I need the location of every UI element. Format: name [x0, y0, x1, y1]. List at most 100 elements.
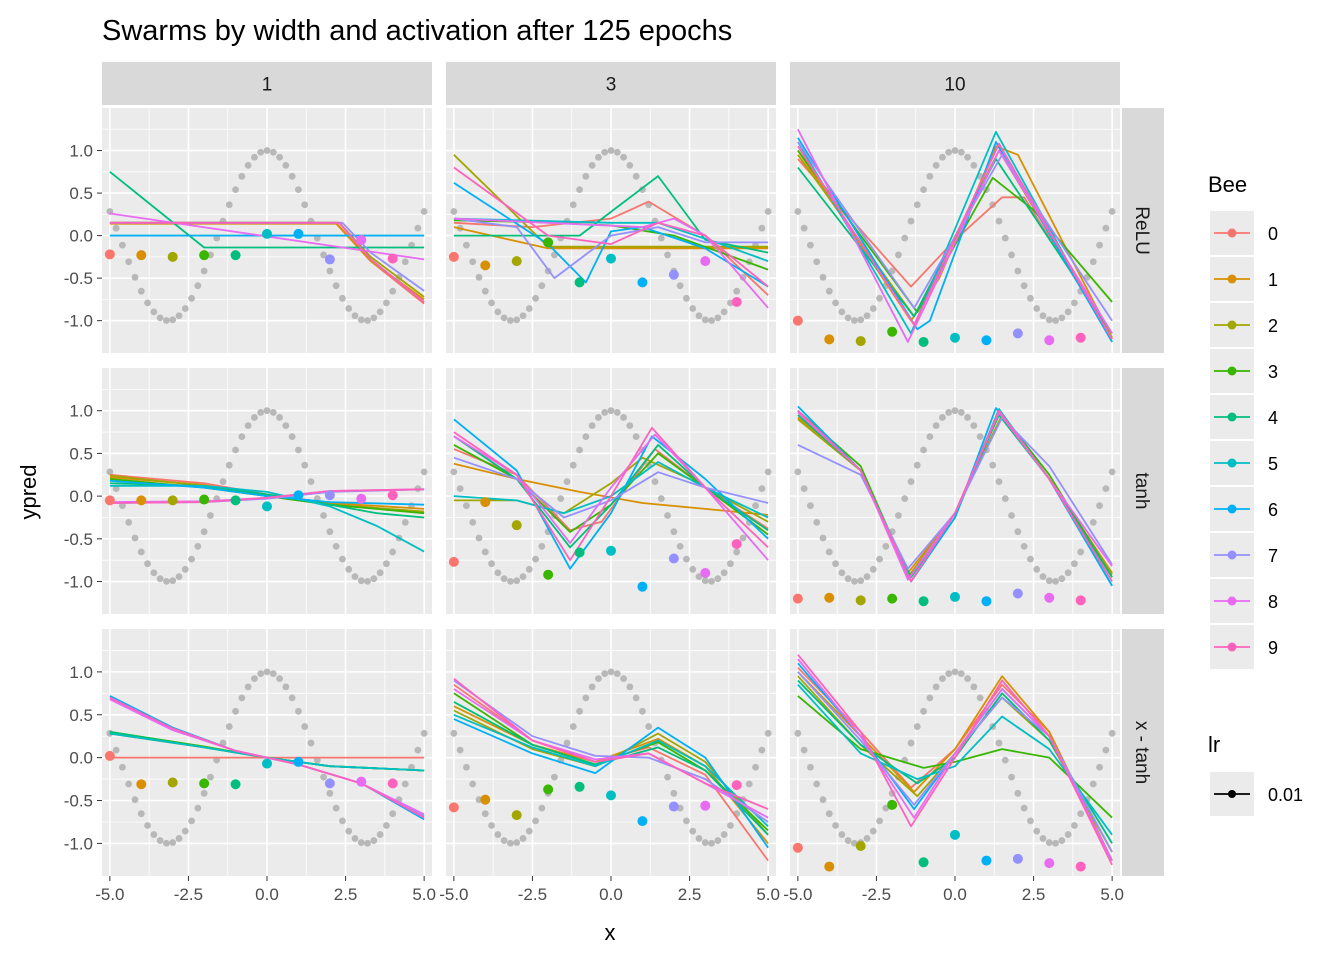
- reference-point: [1014, 789, 1022, 797]
- reference-point: [1020, 542, 1028, 550]
- reference-point: [807, 502, 814, 510]
- bee-point-5: [262, 501, 272, 512]
- reference-point: [588, 422, 596, 430]
- bee-point-8: [1044, 335, 1055, 346]
- reference-point: [513, 839, 521, 846]
- reference-point: [320, 512, 327, 519]
- reference-point: [563, 739, 571, 747]
- reference-point: [895, 251, 902, 259]
- legend-key-point: [1227, 550, 1237, 560]
- reference-point: [320, 251, 327, 259]
- reference-point: [119, 502, 126, 510]
- reference-point: [857, 316, 865, 324]
- bee-point-0: [792, 842, 803, 853]
- reference-point: [144, 299, 151, 307]
- y-tick-label: -1.0: [64, 834, 93, 853]
- legend-label-bee: 3: [1268, 362, 1278, 382]
- bee-point-5: [606, 545, 616, 556]
- panel: [790, 629, 1120, 876]
- reference-point: [945, 409, 953, 416]
- legend-title-bee: Bee: [1208, 172, 1247, 197]
- y-axis-label: ypred: [16, 464, 41, 519]
- panel: [102, 629, 432, 876]
- x-tick-label: -5.0: [439, 885, 468, 904]
- reference-point: [1064, 308, 1072, 316]
- reference-point: [1071, 822, 1078, 829]
- legend-key-point: [1227, 366, 1237, 376]
- reference-point: [1001, 234, 1009, 242]
- bee-curve-9: [109, 696, 425, 819]
- x-tick-label: -2.5: [862, 885, 891, 904]
- reference-point: [345, 827, 353, 835]
- bee-point-8: [700, 800, 711, 811]
- y-tick-label: 0.5: [69, 706, 93, 725]
- reference-point: [351, 835, 359, 842]
- reference-point: [794, 208, 802, 215]
- facet-strip-col-label: 10: [944, 75, 965, 96]
- reference-point: [1039, 573, 1047, 581]
- panel: [446, 629, 776, 876]
- x-tick-label: 0.0: [255, 885, 279, 904]
- bee-point-3: [543, 784, 554, 795]
- reference-point: [194, 542, 202, 550]
- reference-point: [420, 208, 428, 215]
- bee-curve-9: [797, 654, 1113, 866]
- reference-point: [807, 763, 814, 771]
- reference-point: [569, 723, 577, 730]
- bee-point-8: [356, 234, 367, 245]
- reference-point: [1001, 495, 1009, 503]
- reference-point: [263, 407, 271, 415]
- reference-point: [175, 835, 183, 842]
- reference-point: [664, 512, 671, 519]
- bee-point-4: [574, 547, 585, 558]
- reference-point: [607, 147, 615, 154]
- bee-point-6: [981, 855, 992, 866]
- bee-point-2: [167, 495, 178, 506]
- reference-point: [225, 461, 233, 469]
- reference-point: [676, 542, 684, 550]
- reference-point: [276, 675, 283, 683]
- bee-point-0: [104, 495, 115, 506]
- x-tick-label: -2.5: [174, 885, 203, 904]
- reference-point: [626, 683, 634, 691]
- reference-point: [1108, 729, 1116, 737]
- reference-point: [1064, 831, 1072, 838]
- bee-point-4: [574, 781, 585, 792]
- y-tick-label: -1.0: [64, 312, 93, 331]
- bee-point-0: [792, 315, 803, 326]
- reference-point: [951, 147, 959, 154]
- reference-point: [339, 817, 346, 825]
- reference-point: [1045, 316, 1053, 324]
- reference-point: [456, 485, 464, 493]
- bee-point-4: [230, 495, 241, 506]
- reference-point: [582, 694, 590, 702]
- reference-point: [932, 683, 940, 691]
- reference-point: [169, 577, 177, 585]
- bee-point-5: [606, 790, 616, 801]
- panel: [790, 108, 1120, 353]
- bee-point-6: [293, 756, 304, 767]
- bee-point-2: [511, 256, 522, 267]
- reference-point: [869, 565, 877, 573]
- reference-point: [907, 478, 915, 486]
- y-tick-label: 0.5: [69, 184, 93, 203]
- reference-point: [307, 739, 315, 747]
- bee-point-5: [950, 829, 960, 840]
- reference-point: [288, 433, 296, 441]
- facet-strips: 1 3 10 ReLU tanh x - tanh: [102, 62, 1164, 876]
- reference-point: [1027, 555, 1034, 563]
- reference-point: [995, 217, 1003, 225]
- reference-point: [1058, 837, 1066, 844]
- reference-point: [632, 694, 640, 702]
- reference-point: [932, 161, 940, 169]
- reference-point: [507, 317, 514, 324]
- reference-point: [701, 316, 709, 324]
- reference-point: [538, 542, 546, 550]
- bee-point-8: [700, 568, 711, 578]
- reference-point: [276, 414, 283, 421]
- reference-point: [907, 217, 915, 225]
- reference-point: [137, 548, 145, 556]
- bee-point-6: [293, 490, 304, 501]
- reference-point: [907, 739, 915, 747]
- bee-point-7: [1012, 588, 1023, 599]
